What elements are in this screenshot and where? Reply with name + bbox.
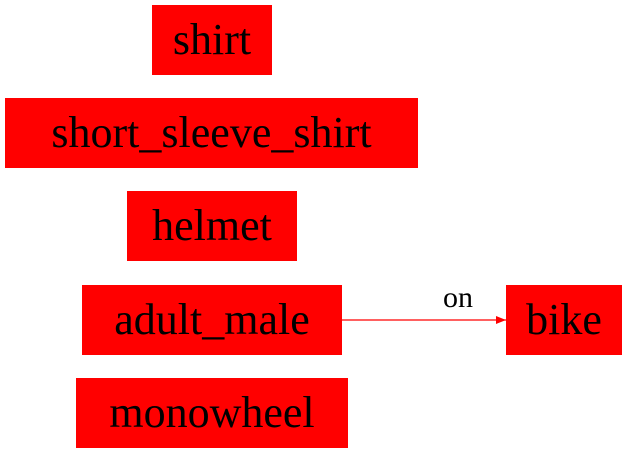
node-shirt: shirt xyxy=(152,5,272,75)
node-monowheel: monowheel xyxy=(76,378,348,448)
node-helmet: helmet xyxy=(127,191,297,261)
node-adult-male: adult_male xyxy=(82,285,342,355)
node-short-sleeve-shirt: short_sleeve_shirt xyxy=(5,98,418,168)
node-bike: bike xyxy=(506,285,622,355)
edge-label-on: on xyxy=(443,281,473,314)
